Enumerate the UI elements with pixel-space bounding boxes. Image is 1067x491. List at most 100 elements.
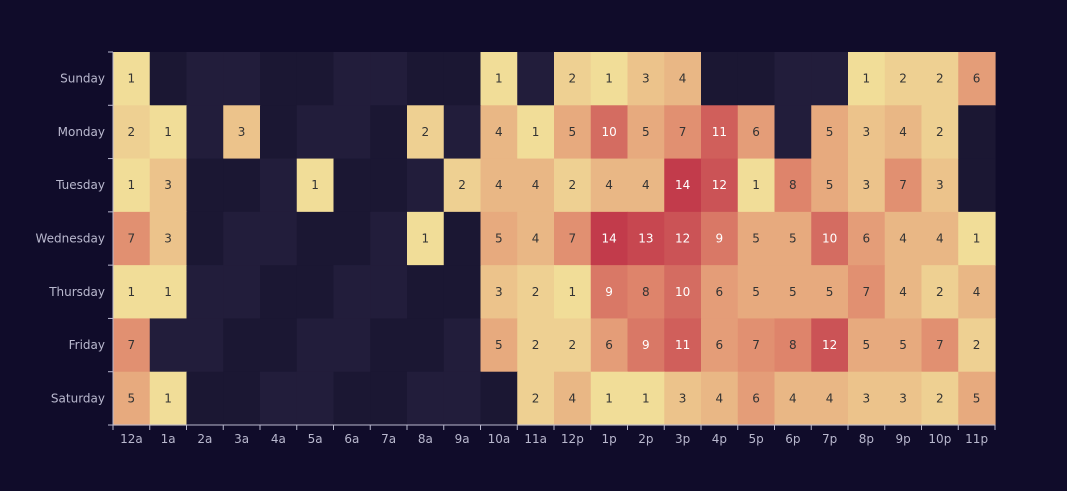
heatmap-cell-friday-7p [811, 318, 849, 373]
heatmap-cell-tuesday-9a [443, 158, 482, 213]
cell-value-label: 10 [601, 125, 616, 139]
cell-value-label: 12 [822, 338, 837, 352]
x-axis-label-7a: 7a [381, 432, 396, 446]
cell-value-label: 1 [605, 391, 613, 405]
cell-value-label: 7 [752, 338, 760, 352]
cell-value-label: 1 [128, 72, 136, 86]
x-axis-label-6a: 6a [344, 432, 359, 446]
heatmap-cell-friday-3p [664, 318, 702, 373]
cell-value-label: 7 [863, 285, 871, 299]
x-axis-label-9a: 9a [455, 432, 470, 446]
cell-value-label: 2 [936, 125, 944, 139]
heatmap-cell-wednesday-2p [627, 211, 665, 266]
heatmap-cell-monday-4p [701, 105, 739, 160]
heatmap-cell-wednesday-8p [848, 211, 886, 266]
cells-layer [113, 52, 996, 426]
y-axis-label-friday: Friday [69, 338, 105, 352]
heatmap-cell-tuesday-3a [223, 158, 261, 213]
cell-value-label: 14 [601, 232, 616, 246]
cell-value-label: 4 [716, 391, 724, 405]
heatmap-cell-monday-8a [407, 105, 445, 160]
heatmap-cell-friday-6a [333, 318, 371, 373]
x-axis-label-8a: 8a [418, 432, 433, 446]
cell-value-label: 6 [752, 125, 760, 139]
heatmap-cell-saturday-6p [774, 371, 812, 426]
heatmap-cell-wednesday-8a [407, 211, 445, 266]
cell-value-label: 2 [973, 338, 981, 352]
heatmap-cell-tuesday-11a [517, 158, 555, 213]
cell-value-label: 10 [675, 285, 690, 299]
heatmap-cell-wednesday-7a [370, 211, 408, 266]
cell-value-label: 8 [642, 285, 650, 299]
heatmap-cell-friday-9a [443, 318, 482, 373]
cell-value-label: 4 [495, 178, 503, 192]
heatmap-cell-friday-5a [296, 318, 335, 373]
heatmap-cell-saturday-3p [664, 371, 702, 426]
heatmap-cell-sunday-2p [627, 52, 665, 106]
cell-value-label: 6 [716, 285, 724, 299]
cell-value-label: 3 [164, 178, 172, 192]
heatmap-cell-tuesday-11p [958, 158, 996, 213]
heatmap-cell-wednesday-5a [296, 211, 335, 266]
heatmap-cell-wednesday-5p [737, 211, 776, 266]
heatmap-cell-monday-10p [921, 105, 959, 160]
heatmap-cell-friday-7a [370, 318, 408, 373]
heatmap-cell-thursday-10a [480, 265, 518, 320]
heatmap-cell-tuesday-9p [884, 158, 923, 213]
heatmap-cell-sunday-10p [921, 52, 959, 106]
heatmap-cell-monday-12a [113, 105, 151, 160]
heatmap-cell-wednesday-9p [884, 211, 923, 266]
heatmap-cell-sunday-5p [737, 52, 776, 106]
heatmap-cell-thursday-12p [554, 265, 592, 320]
heatmap-cell-sunday-11p [958, 52, 996, 106]
heatmap-cell-tuesday-6a [333, 158, 371, 213]
heatmap-cell-saturday-8a [407, 371, 445, 426]
heatmap-cell-friday-3a [223, 318, 261, 373]
cell-value-label: 5 [752, 232, 760, 246]
x-axis-label-5p: 5p [748, 432, 763, 446]
cell-value-label: 4 [899, 285, 907, 299]
x-axis-label-5a: 5a [308, 432, 323, 446]
heatmap-cell-friday-12p [554, 318, 592, 373]
heatmap-cell-monday-5p [737, 105, 776, 160]
cell-value-label: 9 [605, 285, 613, 299]
heatmap-cell-thursday-8a [407, 265, 445, 320]
cell-value-label: 5 [789, 285, 797, 299]
cell-value-label: 5 [642, 125, 650, 139]
cell-value-label: 4 [899, 125, 907, 139]
heatmap-cell-saturday-11p [958, 371, 996, 426]
heatmap-cell-tuesday-1p [590, 158, 629, 213]
heatmap-cell-monday-8p [848, 105, 886, 160]
heatmap-cell-sunday-1a [149, 52, 188, 106]
heatmap-cell-monday-11p [958, 105, 996, 160]
x-axis-label-11p: 11p [965, 432, 988, 446]
heatmap-cell-thursday-12a [113, 265, 151, 320]
heatmap-cell-saturday-9a [443, 371, 482, 426]
cell-value-label: 2 [458, 178, 466, 192]
heatmap-cell-monday-5a [296, 105, 335, 160]
heatmap-cell-monday-3a [223, 105, 261, 160]
heatmap-cell-sunday-8p [848, 52, 886, 106]
heatmap-cell-tuesday-12p [554, 158, 592, 213]
heatmap-cell-thursday-10p [921, 265, 959, 320]
heatmap-cell-saturday-10a [480, 371, 518, 426]
heatmap-cell-saturday-12a [113, 371, 151, 426]
cell-value-label: 1 [164, 285, 172, 299]
cell-value-label: 2 [936, 72, 944, 86]
axis-layer: Sunday Monday Tuesday Wednesday Thursday Frid… [36, 51, 996, 446]
cell-value-label: 1 [569, 285, 577, 299]
heatmap-cell-friday-10p [921, 318, 959, 373]
heatmap-cell-wednesday-4a [260, 211, 298, 266]
cell-value-label: 7 [569, 232, 577, 246]
cell-value-label: 1 [605, 72, 613, 86]
heatmap-cell-tuesday-6p [774, 158, 812, 213]
x-axis-label-7p: 7p [822, 432, 837, 446]
cell-value-label: 1 [973, 232, 981, 246]
heatmap-cell-saturday-10p [921, 371, 959, 426]
cell-value-label: 1 [164, 125, 172, 139]
cell-value-label: 9 [716, 232, 724, 246]
heatmap-cell-tuesday-7p [811, 158, 849, 213]
heatmap-cell-tuesday-4p [701, 158, 739, 213]
heatmap-cell-saturday-3a [223, 371, 261, 426]
